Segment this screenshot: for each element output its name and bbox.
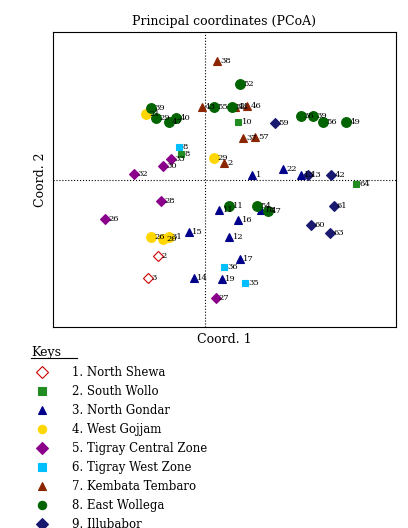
Text: 18: 18: [264, 206, 275, 214]
Text: 8. East Wollega: 8. East Wollega: [72, 498, 164, 512]
Text: 20: 20: [167, 234, 177, 243]
Text: 4. West Gojjam: 4. West Gojjam: [72, 422, 161, 436]
X-axis label: Coord. 1: Coord. 1: [197, 333, 252, 346]
Text: 51: 51: [235, 103, 246, 111]
Text: 47: 47: [271, 207, 282, 215]
Text: 28: 28: [164, 197, 175, 205]
Text: 6. Tigray West Zone: 6. Tigray West Zone: [72, 460, 191, 474]
Text: 46: 46: [251, 101, 261, 110]
Text: 33: 33: [174, 155, 185, 163]
Text: 2: 2: [162, 252, 167, 260]
Text: 3. North Gondar: 3. North Gondar: [72, 403, 170, 417]
Text: 9. Illubabor: 9. Illubabor: [72, 517, 142, 528]
Text: 11: 11: [233, 202, 244, 210]
Text: 32: 32: [137, 170, 148, 178]
Text: 56: 56: [327, 118, 337, 126]
Text: 16: 16: [242, 216, 252, 224]
Text: 5. Tigray Central Zone: 5. Tigray Central Zone: [72, 441, 207, 455]
Text: 40: 40: [180, 114, 190, 122]
Text: 22: 22: [286, 165, 297, 173]
Text: 15: 15: [192, 228, 203, 236]
Text: 54: 54: [261, 202, 272, 210]
Text: 30: 30: [167, 162, 177, 170]
Text: 1. North Shewa: 1. North Shewa: [72, 365, 165, 379]
Text: 13: 13: [304, 172, 315, 180]
Text: 14: 14: [197, 274, 208, 281]
Text: 13: 13: [311, 171, 322, 178]
Text: 12: 12: [233, 233, 244, 241]
Text: 64: 64: [360, 180, 370, 187]
Text: 8: 8: [182, 143, 187, 151]
Title: Principal coordinates (PCoA): Principal coordinates (PCoA): [133, 15, 316, 28]
Text: 2. South Wollo: 2. South Wollo: [72, 384, 158, 398]
Text: 36: 36: [304, 111, 315, 119]
Text: 27: 27: [219, 294, 229, 302]
Text: 29: 29: [159, 114, 170, 122]
Text: 35: 35: [248, 279, 259, 287]
Text: 21: 21: [149, 110, 160, 118]
Text: 42: 42: [334, 171, 345, 178]
Text: 60: 60: [314, 221, 324, 229]
Text: 3: 3: [151, 274, 157, 281]
Text: 55: 55: [217, 103, 228, 111]
Text: 2: 2: [228, 159, 233, 167]
Text: 11: 11: [223, 206, 233, 214]
Text: 43: 43: [205, 103, 216, 111]
Text: 57: 57: [258, 133, 269, 140]
Text: 10: 10: [242, 118, 252, 126]
Text: 61: 61: [337, 202, 348, 210]
Text: 44: 44: [238, 103, 249, 111]
Text: 36: 36: [228, 263, 238, 271]
Text: 26: 26: [109, 215, 119, 223]
Text: 19: 19: [225, 275, 236, 283]
Text: 52: 52: [243, 80, 253, 88]
Text: 63: 63: [333, 229, 344, 237]
Text: 1: 1: [256, 172, 261, 180]
Text: 38: 38: [220, 57, 231, 65]
Text: 29: 29: [217, 154, 228, 162]
Text: 8: 8: [184, 150, 190, 158]
Text: 49: 49: [350, 118, 360, 126]
Text: Keys: Keys: [31, 345, 62, 359]
Text: 31: 31: [172, 233, 183, 241]
Text: 47: 47: [172, 118, 183, 126]
Text: 7. Kembata Tembaro: 7. Kembata Tembaro: [72, 479, 196, 493]
Text: 59: 59: [279, 119, 289, 127]
Text: 17: 17: [243, 255, 254, 263]
Text: 37: 37: [247, 134, 257, 142]
Y-axis label: Coord. 2: Coord. 2: [35, 152, 47, 207]
Text: 39: 39: [154, 105, 165, 112]
Text: 39: 39: [317, 111, 327, 119]
Text: 26: 26: [154, 233, 164, 241]
